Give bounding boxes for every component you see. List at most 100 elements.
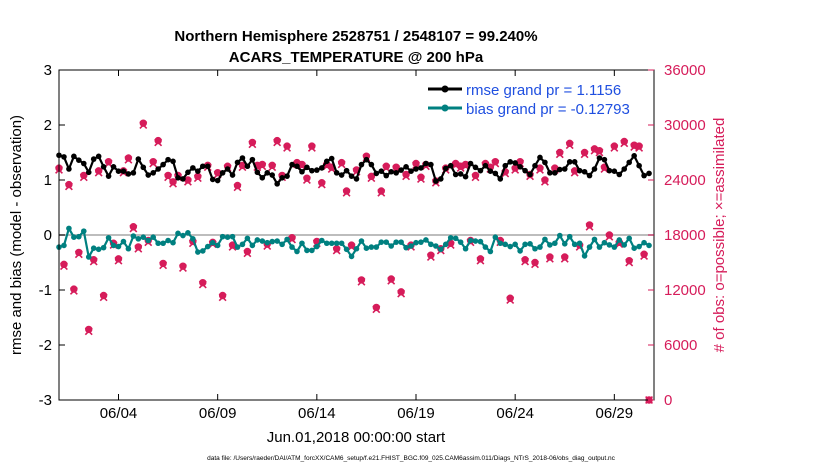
rmse-point <box>100 164 107 170</box>
rmse-point <box>85 169 92 176</box>
assimilated-obs-point <box>382 164 391 173</box>
rmse-point <box>155 166 161 172</box>
assimilated-obs-point <box>635 143 644 152</box>
bias-point <box>631 245 637 251</box>
assimilated-obs-point <box>114 256 123 265</box>
assimilated-obs-point <box>159 261 168 270</box>
bias-point <box>452 235 459 242</box>
assimilated-obs-point <box>446 241 455 250</box>
bias-point <box>244 235 251 242</box>
axes: 06/04 06/09 06/14 06/19 06/24 06/29 3 2 1 0 -1 -2 -3… <box>39 62 706 422</box>
assimilated-obs-point <box>69 286 78 295</box>
rmse-point <box>368 161 375 168</box>
possible-obs-point <box>248 138 257 147</box>
legend-rmse-swatch-marker <box>441 85 449 93</box>
assimilated-obs-point <box>74 250 83 259</box>
rmse-point <box>413 166 419 172</box>
possible-obs-point <box>521 256 529 264</box>
legend-bias-label: bias grand pr = -0.12793 <box>466 101 630 118</box>
possible-obs-point <box>506 294 514 302</box>
bias-point <box>616 237 623 243</box>
bias-point <box>413 239 419 246</box>
assimilated-obs-point <box>332 246 341 255</box>
assimilated-obs-point <box>248 140 257 149</box>
rmse-point <box>532 162 538 169</box>
rmse-point <box>576 167 583 174</box>
possible-obs-point <box>387 275 395 283</box>
bias-point <box>279 241 285 248</box>
bias-point <box>388 243 395 249</box>
y-right-tick-label: 0 <box>664 392 672 409</box>
assimilated-obs-point <box>540 177 549 186</box>
possible-obs-point <box>318 179 326 187</box>
possible-obs-point <box>566 139 574 148</box>
bias-point <box>621 242 628 248</box>
bias-point <box>338 240 345 247</box>
bias-point <box>566 233 573 240</box>
bias-point <box>383 239 390 245</box>
rmse-point <box>90 156 97 162</box>
bias-point <box>408 243 414 249</box>
bias-point <box>155 240 161 247</box>
rmse-point <box>616 171 623 178</box>
bias-point <box>348 253 355 260</box>
rmse-point <box>264 170 271 176</box>
bias-point <box>343 246 350 253</box>
possible-obs-point <box>367 172 376 181</box>
bias-point <box>527 241 533 247</box>
possible-obs-point <box>273 136 281 145</box>
bias-point <box>423 237 429 243</box>
bias-point <box>363 245 370 251</box>
rmse-point <box>547 170 553 176</box>
bias-point <box>284 236 290 243</box>
rmse-point <box>507 159 514 165</box>
y-right-tick-label: 36000 <box>664 62 706 79</box>
assimilated-obs-point <box>402 172 411 181</box>
rmse-point <box>646 170 652 177</box>
possible-obs-point <box>268 161 276 170</box>
rmse-point <box>125 171 132 177</box>
rmse-point <box>477 167 484 174</box>
bias-point <box>85 254 92 260</box>
rmse-point <box>338 172 345 178</box>
assimilated-obs-point <box>511 165 520 174</box>
assimilated-obs-point <box>124 155 133 164</box>
bias-point <box>472 238 479 244</box>
bias-point <box>532 245 538 252</box>
bias-point <box>492 234 499 240</box>
possible-obs-point <box>94 167 103 175</box>
bias-point <box>95 246 102 253</box>
rmse-point <box>641 172 647 179</box>
y-right-tick-label: 30000 <box>664 117 706 134</box>
bias-point <box>611 244 618 250</box>
bias-point <box>353 245 360 252</box>
possible-obs-point <box>308 142 316 150</box>
rmse-point <box>249 156 256 163</box>
bias-point <box>199 248 206 254</box>
bias-point <box>304 247 310 254</box>
x-tick-label: 06/29 <box>596 405 634 422</box>
assimilated-obs-point <box>84 327 93 336</box>
bias-point <box>368 244 375 250</box>
assimilated-obs-point <box>426 253 435 261</box>
possible-obs-point <box>199 278 207 287</box>
assimilated-obs-point <box>307 143 316 152</box>
possible-obs-point <box>233 181 242 190</box>
possible-obs-point <box>556 148 564 157</box>
rmse-point <box>437 176 444 182</box>
rmse-point <box>556 166 563 173</box>
rmse-point <box>328 155 335 162</box>
rmse-point <box>209 176 216 183</box>
bias-point <box>512 241 518 248</box>
bias-point <box>175 230 181 237</box>
rmse-point <box>497 176 504 182</box>
bias-point <box>71 234 77 240</box>
rmse-point <box>442 165 449 172</box>
x-tick-label: 06/09 <box>199 405 237 422</box>
possible-obs-point <box>357 276 366 284</box>
possible-obs-point <box>561 253 569 261</box>
rmse-point <box>175 175 181 181</box>
rmse-point <box>105 173 112 179</box>
y-right-tick-label: 6000 <box>664 337 697 354</box>
assimilated-obs-point <box>620 139 629 148</box>
